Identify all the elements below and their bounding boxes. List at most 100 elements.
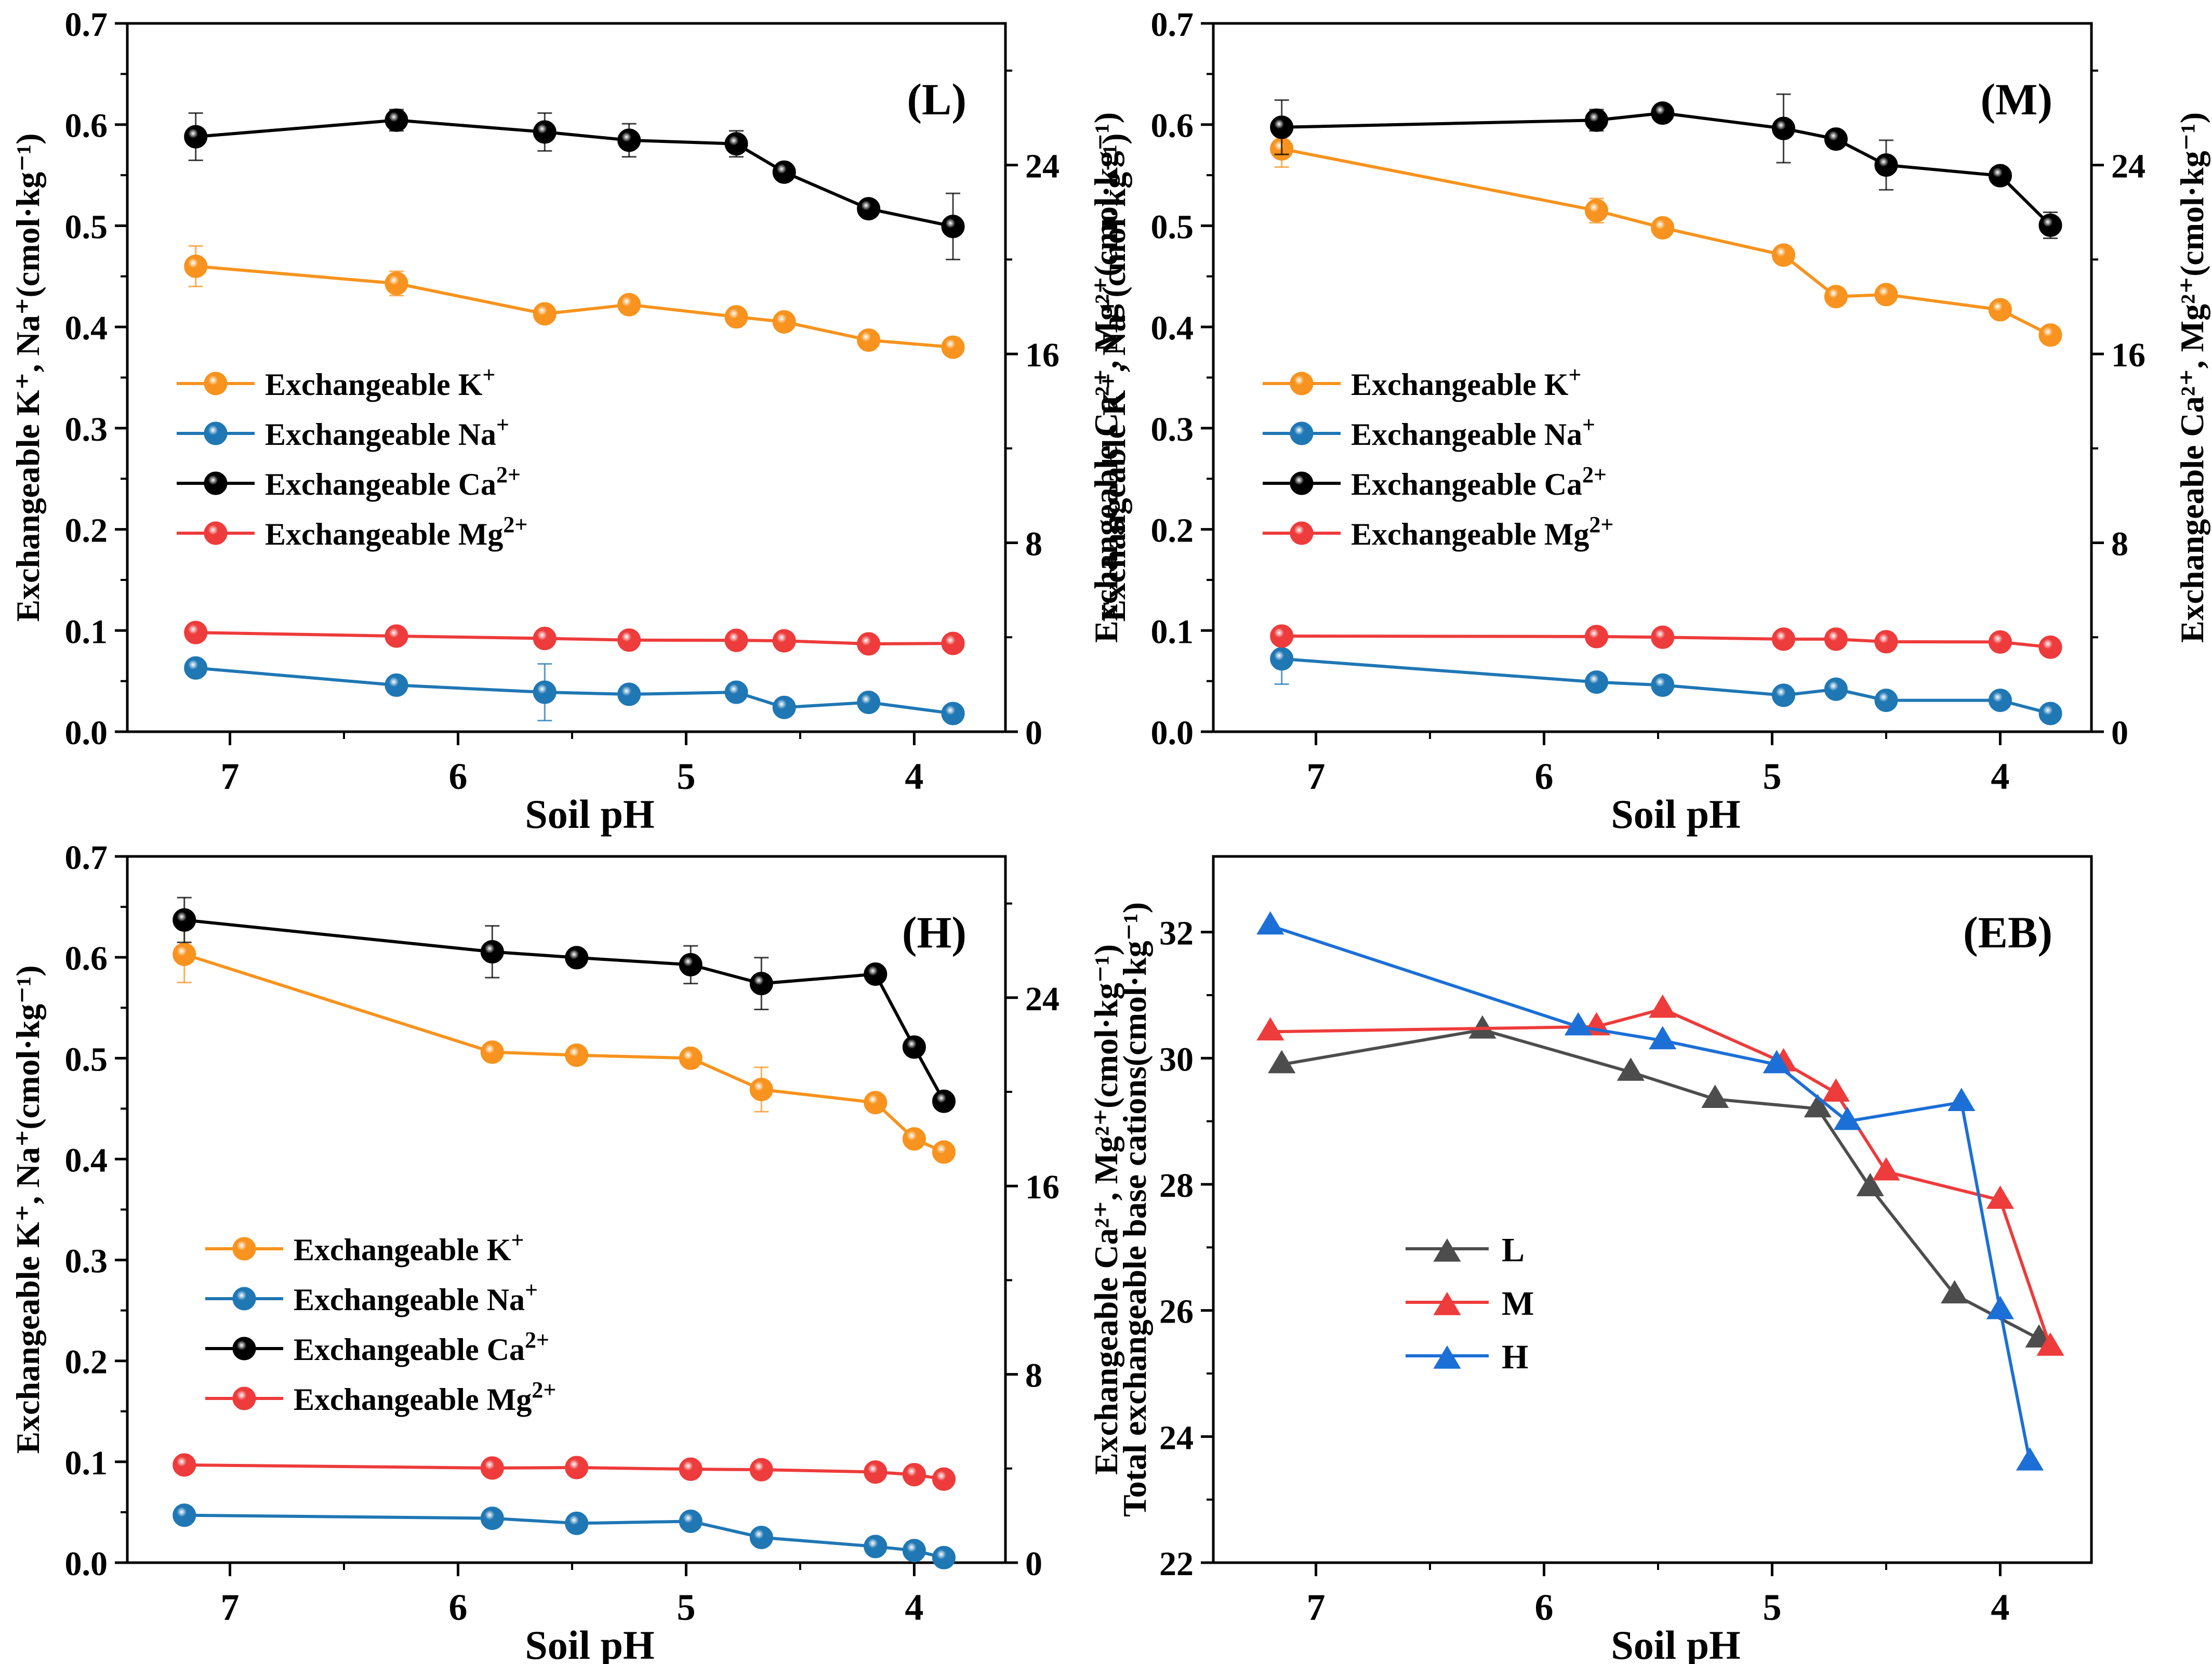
- y-tick-label: 32: [1159, 915, 1194, 953]
- y-right-tick-label: 8: [2111, 525, 2128, 563]
- series-marker-Ca: [533, 120, 557, 144]
- legend-entry-text: Exchangeable Mg: [1351, 517, 1589, 551]
- series-marker-Ca: [902, 1035, 926, 1059]
- legend-entry: Exchangeable Na+: [294, 1277, 538, 1317]
- y-right-axis-label: Exchangeable Ca²⁺, Mg²⁺(cmol·kg⁻¹): [2174, 112, 2210, 643]
- series-marker-K: [480, 1040, 504, 1064]
- y-right-tick-label: 0: [2111, 714, 2128, 752]
- series-marker-K: [173, 942, 196, 966]
- legend-entry-superscript: +: [1568, 362, 1581, 388]
- legend-entry: L: [1502, 1231, 1525, 1269]
- series-marker-K: [1988, 298, 2012, 322]
- x-tick-label: 7: [221, 1587, 240, 1628]
- panel-M: 7 6 5 4 Soil pH 0.0 0.1 0.2 0.3 0.4 0.5 0.6 0.7 0 8 16 2…: [1095, 6, 2210, 837]
- y-left-tick-label: 0.1: [65, 1444, 108, 1482]
- x-tick-label: 4: [1991, 1587, 2009, 1628]
- legend-entry-superscript: 2+: [525, 1327, 549, 1353]
- y-tick-label: 30: [1159, 1040, 1194, 1078]
- series-marker-Ca: [679, 953, 703, 976]
- series-marker-H: [1256, 911, 1284, 935]
- series-marker-Ca: [1651, 101, 1675, 125]
- x-tick-label: 7: [221, 756, 240, 797]
- legend-entry-text: Exchangeable Ca: [265, 467, 496, 501]
- series-marker-Mg: [204, 521, 228, 545]
- y-left-axis-label: Exchangeable K⁺, Na⁺(cmol·kg⁻¹): [9, 965, 46, 1454]
- series-marker-H: [1763, 1050, 1791, 1074]
- y-right-tick-label: 16: [1025, 336, 1059, 374]
- series-marker-Ca: [173, 908, 196, 932]
- series-marker-Na: [679, 1509, 703, 1533]
- x-tick-label: 4: [905, 1587, 923, 1628]
- x-axis-label: Soil pH: [1611, 1622, 1740, 1664]
- series-line-Mg: [195, 631, 953, 645]
- series-marker-L: [1433, 1238, 1461, 1262]
- series-marker-Ca: [1584, 108, 1608, 132]
- legend-entry-text: Exchangeable Mg: [265, 517, 503, 551]
- legend-entry: M: [1502, 1285, 1534, 1323]
- series-marker-Mg: [857, 632, 881, 656]
- y-left-tick-label: 0.5: [1151, 208, 1194, 246]
- y-tick-label: 24: [1159, 1419, 1194, 1457]
- panel-label: (M): [1981, 74, 2052, 124]
- y-left-tick-label: 0.2: [1151, 512, 1194, 550]
- series-marker-Ca: [932, 1089, 956, 1113]
- legend-entry-superscript: +: [482, 362, 495, 388]
- series-marker-Na: [1824, 677, 1848, 701]
- series-marker-Mg: [864, 1460, 888, 1484]
- series-marker-Na: [1290, 421, 1314, 445]
- y-left-axis-label: Exchangeable K⁺, Na⁺(cmol·kg⁻¹): [9, 133, 46, 622]
- y-left-tick-label: 0.4: [1151, 309, 1194, 347]
- series-marker-K: [902, 1127, 926, 1151]
- series-marker-Na: [1988, 689, 2012, 712]
- series-marker-M: [1433, 1292, 1461, 1315]
- y-right-tick-label: 24: [2111, 148, 2145, 186]
- y-left-tick-label: 0.4: [65, 309, 108, 347]
- series-marker-K: [864, 1091, 888, 1115]
- series-marker-Ca: [772, 160, 796, 184]
- legend-entry-superscript: +: [496, 412, 509, 438]
- y-left-axis-label: Exchangeable K⁺, Na⁺(cmol·kg⁻¹): [1095, 133, 1132, 622]
- series-marker-L: [1856, 1173, 1884, 1196]
- legend-entry-text: Exchangeable K: [294, 1233, 511, 1267]
- y-left-tick-label: 0.2: [65, 1343, 108, 1381]
- y-left-tick-label: 0.0: [65, 714, 108, 752]
- series-marker-L: [1701, 1085, 1729, 1108]
- x-tick-label: 6: [448, 1587, 467, 1628]
- series-marker-H: [1649, 1026, 1677, 1050]
- y-right-tick-label: 24: [1025, 148, 1059, 186]
- series-marker-Mg: [565, 1456, 589, 1480]
- series-marker-Ca: [1270, 115, 1294, 139]
- series-marker-K: [565, 1043, 589, 1067]
- panel-label: (EB): [1963, 907, 2052, 957]
- legend-entry: Exchangeable Na+: [265, 412, 509, 452]
- x-axis-label: Soil pH: [525, 1622, 654, 1664]
- x-tick-label: 6: [1534, 1587, 1553, 1628]
- series-marker-K: [1651, 216, 1675, 240]
- series-marker-Mg: [902, 1463, 926, 1487]
- series-marker-Mg: [1270, 624, 1294, 648]
- x-tick-label: 6: [448, 756, 467, 797]
- series-marker-Na: [232, 1287, 256, 1311]
- y-left-tick-label: 0.5: [65, 208, 108, 246]
- series-marker-Mg: [232, 1386, 256, 1410]
- series-marker-Ca: [1988, 164, 2012, 188]
- series-marker-Ca: [749, 972, 773, 996]
- series-marker-M: [1256, 1017, 1284, 1041]
- panel-L: 7 6 5 4 Soil pH 0.0 0.1 0.2 0.3 0.4 0.5 0.6 0.7 0 8 16 2…: [9, 6, 1124, 837]
- series-marker-K: [932, 1140, 956, 1164]
- series-marker-H: [2016, 1447, 2044, 1471]
- legend-entry-superscript: +: [511, 1227, 524, 1253]
- series-marker-Na: [902, 1539, 926, 1563]
- y-left-tick-label: 0.6: [65, 940, 108, 978]
- series-marker-Mg: [480, 1456, 504, 1480]
- legend-entry: Exchangeable K+: [1351, 362, 1581, 402]
- series-marker-H: [1948, 1088, 1976, 1112]
- series-line-M: [1270, 1007, 2052, 1348]
- legend-entry: H: [1502, 1338, 1528, 1376]
- series-marker-Ca: [864, 962, 888, 986]
- series-marker-Na: [173, 1503, 196, 1527]
- series-marker-Na: [932, 1546, 956, 1569]
- y-right-tick-label: 16: [2111, 336, 2145, 374]
- legend-entry-superscript: 2+: [532, 1377, 556, 1403]
